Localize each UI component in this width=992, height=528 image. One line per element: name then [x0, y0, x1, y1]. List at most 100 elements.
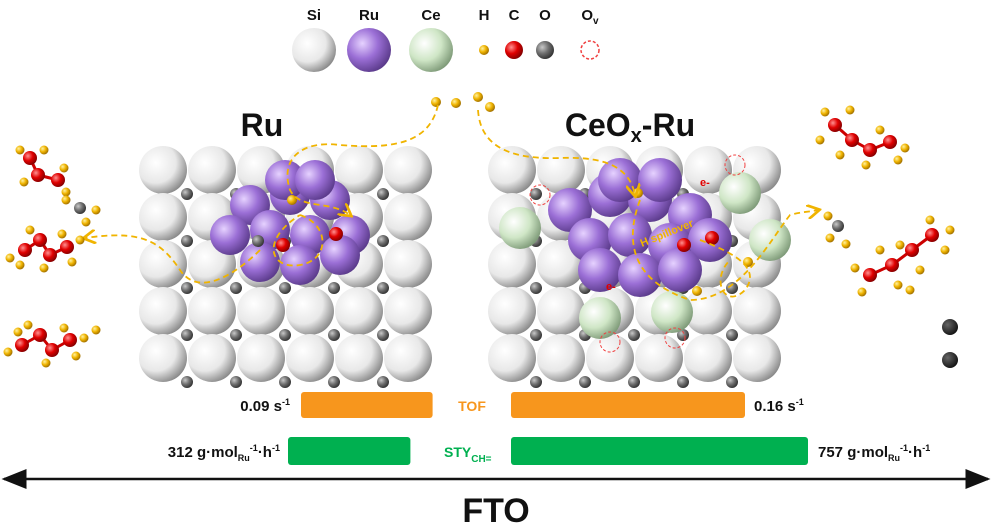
c-atom	[885, 258, 899, 272]
h-atom	[61, 187, 71, 197]
h-atom	[823, 211, 833, 221]
h-atom	[67, 257, 77, 267]
legend-label-ce: Ce	[421, 7, 440, 24]
o-atom	[279, 376, 291, 388]
si-atom	[488, 334, 536, 382]
c-atom	[33, 328, 47, 342]
ce-atom	[651, 291, 693, 333]
h-atom	[857, 287, 867, 297]
o-atom	[530, 188, 542, 200]
si-atom	[537, 334, 585, 382]
sty-bar-ru	[288, 437, 411, 465]
sty-bar-ceox-ru	[511, 437, 808, 465]
h-atom	[23, 320, 33, 330]
h-atom	[905, 285, 915, 295]
o-atom	[377, 376, 389, 388]
h-atom	[25, 225, 35, 235]
o-atom	[377, 329, 389, 341]
h-atom	[79, 333, 89, 343]
si-atom	[488, 240, 536, 288]
pathway-left-out	[85, 235, 261, 284]
tof-left-value: 0.09 s-1	[240, 397, 290, 415]
o-atom	[279, 282, 291, 294]
h-atom	[19, 177, 29, 187]
c-atom	[925, 228, 939, 242]
legend-label-ru: Ru	[359, 7, 379, 24]
pathway-right-spill	[631, 199, 818, 301]
o-atom	[230, 376, 242, 388]
c-atom	[705, 231, 719, 245]
pathway-left-loop	[272, 214, 324, 267]
products-right	[815, 105, 958, 368]
h-atom	[91, 325, 101, 335]
c-atom	[33, 233, 47, 247]
c-atom	[329, 227, 343, 241]
ru-atom	[240, 242, 280, 282]
si-atom	[384, 240, 432, 288]
legend-atom-si	[292, 28, 336, 72]
electron-transfer-markers: e- e-	[606, 177, 710, 293]
si-atom	[188, 334, 236, 382]
c-atom	[63, 333, 77, 347]
h-atom	[841, 239, 851, 249]
h-atom	[71, 351, 81, 361]
h-atom	[875, 245, 885, 255]
h-atom	[57, 229, 67, 239]
ellipsis-dot	[942, 352, 958, 368]
sty-comparison: 312 g·molRu-1·h-1 STYCH= 757 g·molRu-1·h…	[168, 437, 930, 465]
si-atom	[139, 146, 187, 194]
c-atom	[15, 338, 29, 352]
si-atom	[488, 287, 536, 335]
ru-atom	[265, 160, 305, 200]
si-atom	[237, 287, 285, 335]
o-atom	[252, 235, 264, 247]
legend-atom-ru	[347, 28, 391, 72]
oxygen-vacancy-marker	[599, 331, 621, 353]
o-atom	[726, 282, 738, 294]
h-atom	[287, 195, 297, 205]
c-atom	[276, 238, 290, 252]
legend-label-si: Si	[307, 7, 321, 24]
o-atom	[181, 235, 193, 247]
si-atom	[384, 193, 432, 241]
h-atom	[875, 125, 885, 135]
o-atom	[377, 282, 389, 294]
ru-atom	[618, 253, 662, 297]
legend-atom-o	[536, 41, 554, 59]
si-atom	[139, 334, 187, 382]
si-atom	[586, 334, 634, 382]
legend-atom-c	[505, 41, 523, 59]
ru-atom	[210, 215, 250, 255]
o-atom	[726, 376, 738, 388]
h-atom	[815, 135, 825, 145]
o-atom	[677, 329, 689, 341]
si-atom	[237, 334, 285, 382]
h-atom	[940, 245, 950, 255]
ru-atom	[320, 235, 360, 275]
h-atom	[41, 358, 51, 368]
fto-label: FTO	[462, 492, 529, 528]
o-atom	[726, 329, 738, 341]
o-atom	[832, 220, 844, 232]
ce-atom	[579, 297, 621, 339]
o-atom	[579, 376, 591, 388]
oxygen-vacancy-marker	[580, 40, 600, 60]
ce-atom	[719, 172, 761, 214]
ru-atom	[658, 248, 702, 292]
legend-atom-ce	[409, 28, 453, 72]
h-atom	[835, 150, 845, 160]
si-atom	[635, 334, 683, 382]
o-atom	[74, 202, 86, 214]
si-atom	[335, 287, 383, 335]
o-atom	[181, 188, 193, 200]
c-atom	[863, 268, 877, 282]
h-atom	[893, 155, 903, 165]
ru-catalyst-model	[139, 146, 432, 388]
ru-atom	[608, 213, 652, 257]
o-atom	[181, 282, 193, 294]
h-atom	[75, 235, 85, 245]
tof-right-value: 0.16 s-1	[754, 397, 804, 415]
si-atom	[488, 146, 536, 194]
